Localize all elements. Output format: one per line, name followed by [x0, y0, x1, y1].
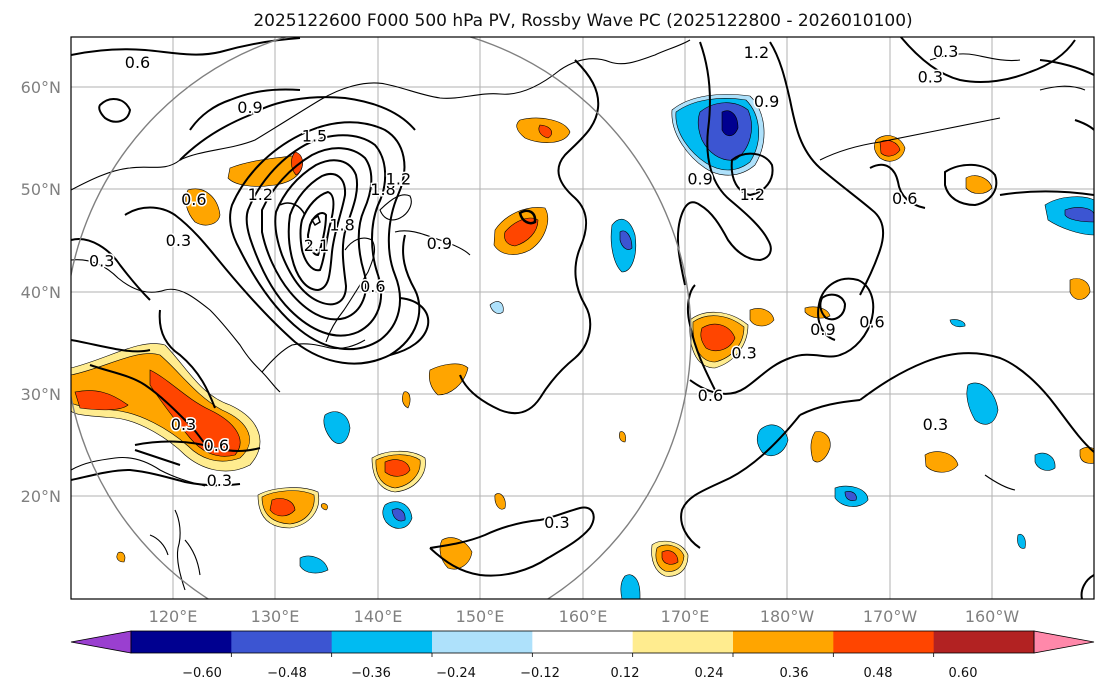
colorbar-cell: [432, 631, 533, 653]
contour-label: 1.2: [740, 185, 765, 204]
lon-label-170e: 170°E: [661, 607, 710, 626]
contour-label: 0.9: [810, 320, 835, 339]
contour-label: 1.2: [744, 43, 769, 62]
colorbar-cell: [632, 631, 734, 653]
colorbar: −0.60 −0.48 −0.36 −0.24 −0.12 0.12 0.24 …: [70, 630, 1095, 681]
pv-contours: [71, 37, 1094, 599]
contour-label: 0.3: [933, 42, 958, 61]
contour-label: 0.6: [181, 190, 206, 209]
contour-label: 0.3: [171, 415, 196, 434]
contour-label: 0.3: [207, 471, 232, 490]
cb-tick-label: 0.48: [864, 666, 893, 681]
contour-label: 0.9: [754, 92, 779, 111]
lon-label-140e: 140°E: [354, 607, 403, 626]
contour-label: 0.9: [687, 170, 712, 189]
colorbar-cell: [532, 631, 634, 653]
contour-label: 1.2: [386, 170, 411, 189]
contour-label: 0.6: [204, 436, 229, 455]
colorbar-extend-max: [1033, 630, 1095, 654]
lat-label-30: 30°N: [21, 385, 61, 404]
pv-negative-shading: [299, 94, 1094, 599]
contour-label: 0.6: [125, 53, 150, 72]
cb-tick-label: −0.48: [267, 666, 307, 681]
contour-label: 0.3: [89, 251, 114, 270]
cb-tick-label: −0.12: [520, 666, 560, 681]
colorbar-cells: [70, 630, 1095, 657]
contour-label: 0.3: [731, 343, 756, 362]
contour-label: 0.6: [859, 313, 884, 332]
contour-label: 0.6: [360, 277, 385, 296]
colorbar-cell: [231, 631, 333, 653]
cb-tick-label: 0.12: [611, 666, 640, 681]
colorbar-cell: [833, 631, 935, 653]
map-frame: [70, 36, 1095, 600]
colorbar-cell: [131, 631, 232, 653]
contour-label: 0.3: [166, 231, 191, 250]
lon-label-160e: 160°E: [559, 607, 608, 626]
contour-label: 0.3: [918, 67, 943, 86]
radius-circle: [71, 37, 692, 599]
lon-label-160w: 160°W: [965, 607, 1020, 626]
colorbar-cell: [331, 631, 433, 653]
contour-label: 1.8: [329, 216, 354, 235]
contour-label-layer: 0.60.91.51.2 1.81.22.11.80.60.30.30.60.90…: [87, 40, 959, 533]
lat-label-20: 20°N: [21, 487, 61, 506]
lon-label-180w: 180°W: [760, 607, 815, 626]
lat-label-60: 60°N: [21, 78, 61, 97]
coastlines: [71, 39, 1086, 591]
lat-label-50: 50°N: [21, 180, 61, 199]
cb-tick-label: 0.60: [949, 666, 978, 681]
contour-label: 1.8: [370, 180, 395, 199]
map-layers: 0.60.91.51.2 1.81.22.11.80.60.30.30.60.90…: [71, 37, 1094, 599]
contour-label: 1.5: [302, 127, 327, 146]
colorbar-extend-min: [70, 630, 132, 654]
colorbar-cell: [933, 631, 1035, 653]
cb-tick-label: 0.24: [695, 666, 724, 681]
cb-tick-label: 0.36: [780, 666, 809, 681]
contour-label: 0.6: [892, 189, 917, 208]
map-title: 2025122600 F000 500 hPa PV, Rossby Wave …: [253, 11, 912, 31]
lon-label-150e: 150°E: [456, 607, 505, 626]
contour-label: 0.6: [698, 386, 723, 405]
contour-label: 1.2: [248, 185, 273, 204]
colorbar-outline: [130, 630, 1035, 654]
cb-tick-label: −0.60: [182, 666, 222, 681]
contour-label: 0.3: [923, 415, 948, 434]
latitude-labels: 60°N 50°N 40°N 30°N 20°N: [21, 78, 61, 506]
contour-label: 0.3: [544, 513, 569, 532]
cb-tick-label: −0.36: [351, 666, 391, 681]
lon-label-170w: 170°W: [863, 607, 918, 626]
lon-label-120e: 120°E: [149, 607, 198, 626]
lat-label-40: 40°N: [21, 283, 61, 302]
colorbar-ticks: −0.60 −0.48 −0.36 −0.24 −0.12 0.12 0.24 …: [182, 666, 977, 681]
lon-label-130e: 130°E: [251, 607, 300, 626]
contour-label: 0.9: [427, 234, 452, 253]
colorbar-cell: [733, 631, 834, 653]
longitude-labels: 120°E 130°E 140°E 150°E 160°E 170°E 180°…: [149, 607, 1020, 626]
cb-tick-label: −0.24: [436, 666, 476, 681]
contour-label: 2.1: [304, 236, 329, 255]
contour-label: 0.9: [237, 98, 262, 117]
